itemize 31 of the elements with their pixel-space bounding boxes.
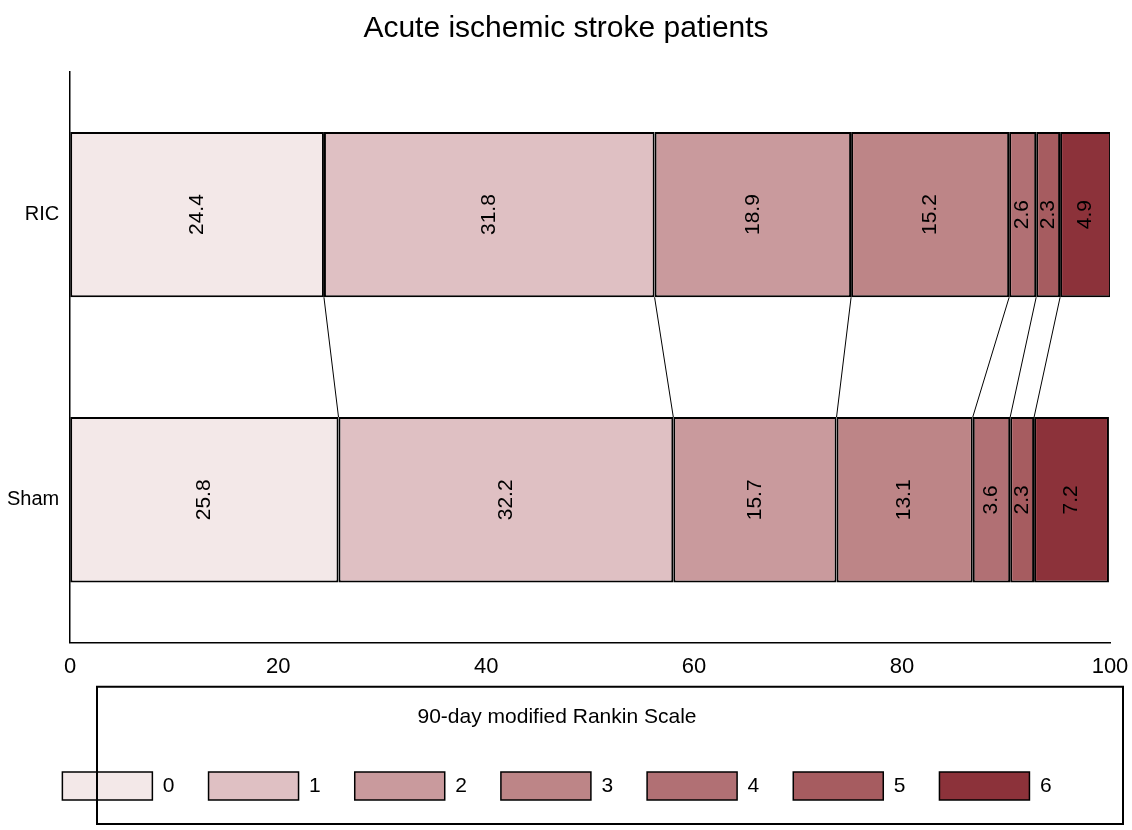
x-tick-label: 80 bbox=[889, 652, 915, 678]
data-label: 24.4 bbox=[183, 193, 207, 236]
legend-label: 1 bbox=[309, 772, 321, 796]
data-label: 4.9 bbox=[1072, 200, 1096, 230]
legend-label: 0 bbox=[162, 772, 175, 796]
data-label: 2.3 bbox=[1034, 200, 1058, 230]
data-label: 3.6 bbox=[978, 485, 1002, 515]
data-label: 31.8 bbox=[476, 194, 500, 236]
legend-label: 3 bbox=[601, 772, 614, 796]
data-label: 15.2 bbox=[916, 194, 940, 236]
chart-title: Acute ischemic stroke patients bbox=[362, 10, 770, 44]
data-label: 32.2 bbox=[492, 479, 516, 521]
y-tick-label: Sham bbox=[7, 487, 60, 510]
x-tick-label: 20 bbox=[265, 652, 291, 678]
x-tick-label: 0 bbox=[64, 652, 77, 678]
data-label: 15.7 bbox=[741, 479, 765, 521]
legend-label: 4 bbox=[747, 772, 760, 796]
legend-title: 90-day modified Rankin Scale bbox=[417, 704, 697, 728]
data-label: 18.9 bbox=[739, 194, 763, 236]
data-label: 2.6 bbox=[1009, 200, 1033, 230]
x-tick-label: 60 bbox=[681, 652, 707, 678]
x-tick-label: 40 bbox=[473, 652, 499, 678]
data-label: 13.1 bbox=[891, 479, 915, 521]
data-label: 2.3 bbox=[1008, 485, 1032, 515]
legend-label: 6 bbox=[1039, 772, 1052, 796]
data-label: 25.8 bbox=[191, 479, 215, 521]
legend-label: 2 bbox=[455, 772, 467, 796]
x-tick-label: 100 bbox=[1091, 652, 1129, 678]
data-label: 7.2 bbox=[1058, 485, 1082, 515]
legend-label: 5 bbox=[893, 772, 906, 796]
y-tick-label: RIC bbox=[24, 202, 60, 225]
